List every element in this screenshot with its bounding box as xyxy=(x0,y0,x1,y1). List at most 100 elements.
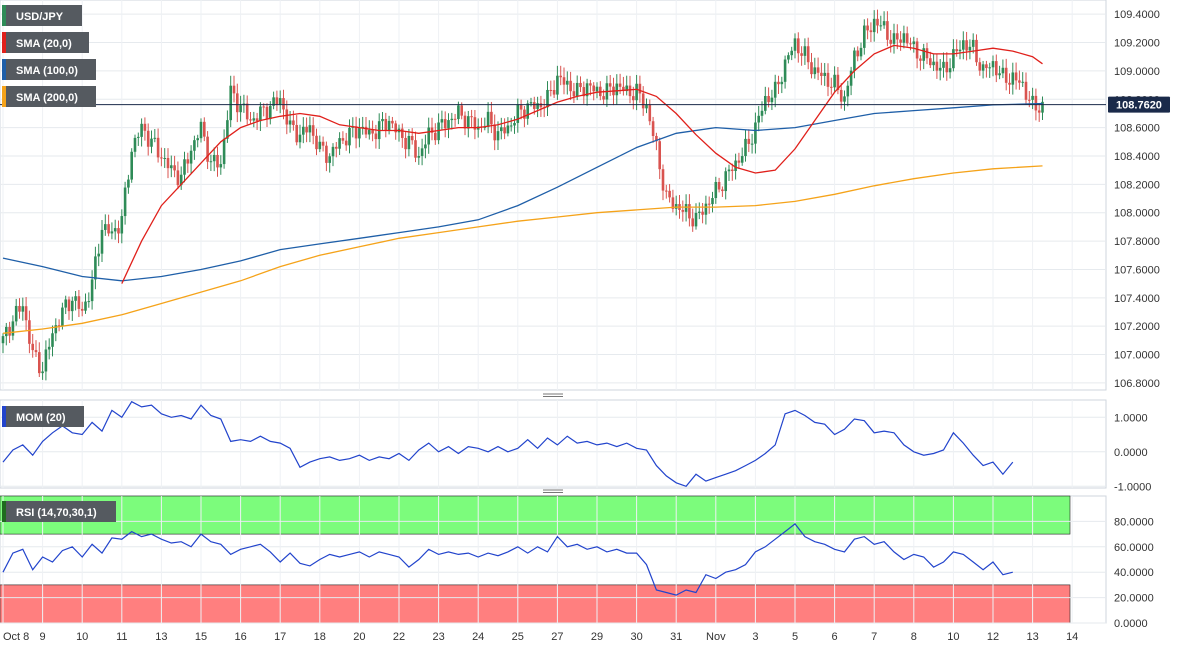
candle-body xyxy=(889,39,892,44)
candle-body xyxy=(137,136,140,138)
rsi-overbought-zone xyxy=(0,495,1071,535)
candle xyxy=(958,40,962,60)
candle xyxy=(11,315,15,341)
candle-body xyxy=(566,80,569,85)
candle-body xyxy=(773,81,777,98)
candle xyxy=(321,136,325,152)
candle xyxy=(447,113,450,139)
candle-body xyxy=(552,89,556,95)
candle-body xyxy=(655,135,658,142)
price-tick-label: 108.6000 xyxy=(1114,123,1160,135)
candle-body xyxy=(493,124,496,141)
candle-body xyxy=(523,109,526,119)
candle xyxy=(14,298,18,326)
candle-body xyxy=(113,228,117,232)
rsi-oversold-zone xyxy=(0,584,1071,624)
candle xyxy=(797,32,800,63)
candle xyxy=(790,46,793,61)
candle xyxy=(912,36,916,53)
candle-body xyxy=(694,212,698,227)
momentum-tick-label: 0.0000 xyxy=(1114,447,1148,459)
candle-body xyxy=(189,150,193,164)
candle-body xyxy=(186,159,190,164)
candle xyxy=(1,333,5,354)
candle-body xyxy=(443,119,447,129)
time-tick-label: 22 xyxy=(393,631,405,643)
candle-body xyxy=(998,73,1001,76)
candle-body xyxy=(470,116,473,118)
candle-body xyxy=(872,18,876,33)
legend-mom[interactable]: MOM (20) xyxy=(2,406,84,427)
candle-body xyxy=(770,97,774,103)
candle-body xyxy=(245,103,249,120)
candle-body xyxy=(407,135,411,150)
candle-body xyxy=(1001,67,1005,74)
candle xyxy=(701,202,704,224)
candle xyxy=(717,177,721,193)
candle xyxy=(661,164,665,201)
time-tick-label: 15 xyxy=(195,631,207,643)
candle xyxy=(123,181,127,225)
legend-sma-200[interactable]: SMA (200,0) xyxy=(2,86,96,107)
candle xyxy=(460,102,463,120)
candle xyxy=(113,219,117,240)
candle-body xyxy=(863,25,866,48)
legend-sma-100[interactable]: SMA (100,0) xyxy=(2,59,96,80)
candle xyxy=(978,57,982,76)
candle-body xyxy=(546,89,549,108)
candle xyxy=(44,340,48,381)
candle-body xyxy=(21,306,25,312)
candle-body xyxy=(816,67,820,73)
panel-splitter-2[interactable] xyxy=(543,489,563,493)
candle xyxy=(688,194,691,227)
candle-body xyxy=(203,121,206,137)
candle xyxy=(74,290,77,311)
candle xyxy=(387,115,391,135)
candle-body xyxy=(981,64,985,71)
time-tick-label: Oct 8 xyxy=(3,631,29,643)
candle xyxy=(298,124,302,149)
candle xyxy=(71,296,74,321)
candle-body xyxy=(453,118,457,120)
candle xyxy=(674,195,678,216)
candle-body xyxy=(569,80,572,92)
candle xyxy=(816,57,820,81)
candle xyxy=(87,292,91,308)
candle-body xyxy=(486,111,490,127)
candle-body xyxy=(288,120,292,125)
legend-sma-20[interactable]: SMA (20,0) xyxy=(2,32,89,53)
candle xyxy=(889,30,892,53)
candle-body xyxy=(14,305,18,322)
candle xyxy=(823,63,826,86)
candle xyxy=(935,53,939,79)
candle xyxy=(262,103,265,117)
candle xyxy=(500,117,503,140)
candle-body xyxy=(971,39,975,47)
candle xyxy=(744,129,747,162)
momentum-line xyxy=(2,400,1014,488)
candle-body xyxy=(704,203,708,215)
candle-body xyxy=(929,58,932,66)
candle-body xyxy=(437,122,440,141)
candle xyxy=(206,131,209,170)
candle xyxy=(410,128,414,145)
legend-rsi[interactable]: RSI (14,70,30,1) xyxy=(2,501,116,522)
candle-body xyxy=(764,96,767,111)
candle-body xyxy=(384,118,388,131)
candle xyxy=(566,71,569,95)
panel-splitter-1[interactable] xyxy=(543,393,563,397)
candle-body xyxy=(628,85,632,97)
candle xyxy=(569,71,572,101)
candle-body xyxy=(674,204,678,209)
candle-body xyxy=(559,75,562,78)
candle-body xyxy=(668,190,671,198)
candle xyxy=(965,31,968,61)
candle-body xyxy=(767,96,770,103)
candle-body xyxy=(318,141,322,150)
price-tick-label: 108.0000 xyxy=(1114,208,1160,220)
legend-usdjpy[interactable]: USD/JPY xyxy=(2,5,82,26)
candle-body xyxy=(919,58,922,61)
candle-body xyxy=(935,61,939,71)
candle-body xyxy=(698,211,701,213)
candle-body xyxy=(44,349,48,372)
